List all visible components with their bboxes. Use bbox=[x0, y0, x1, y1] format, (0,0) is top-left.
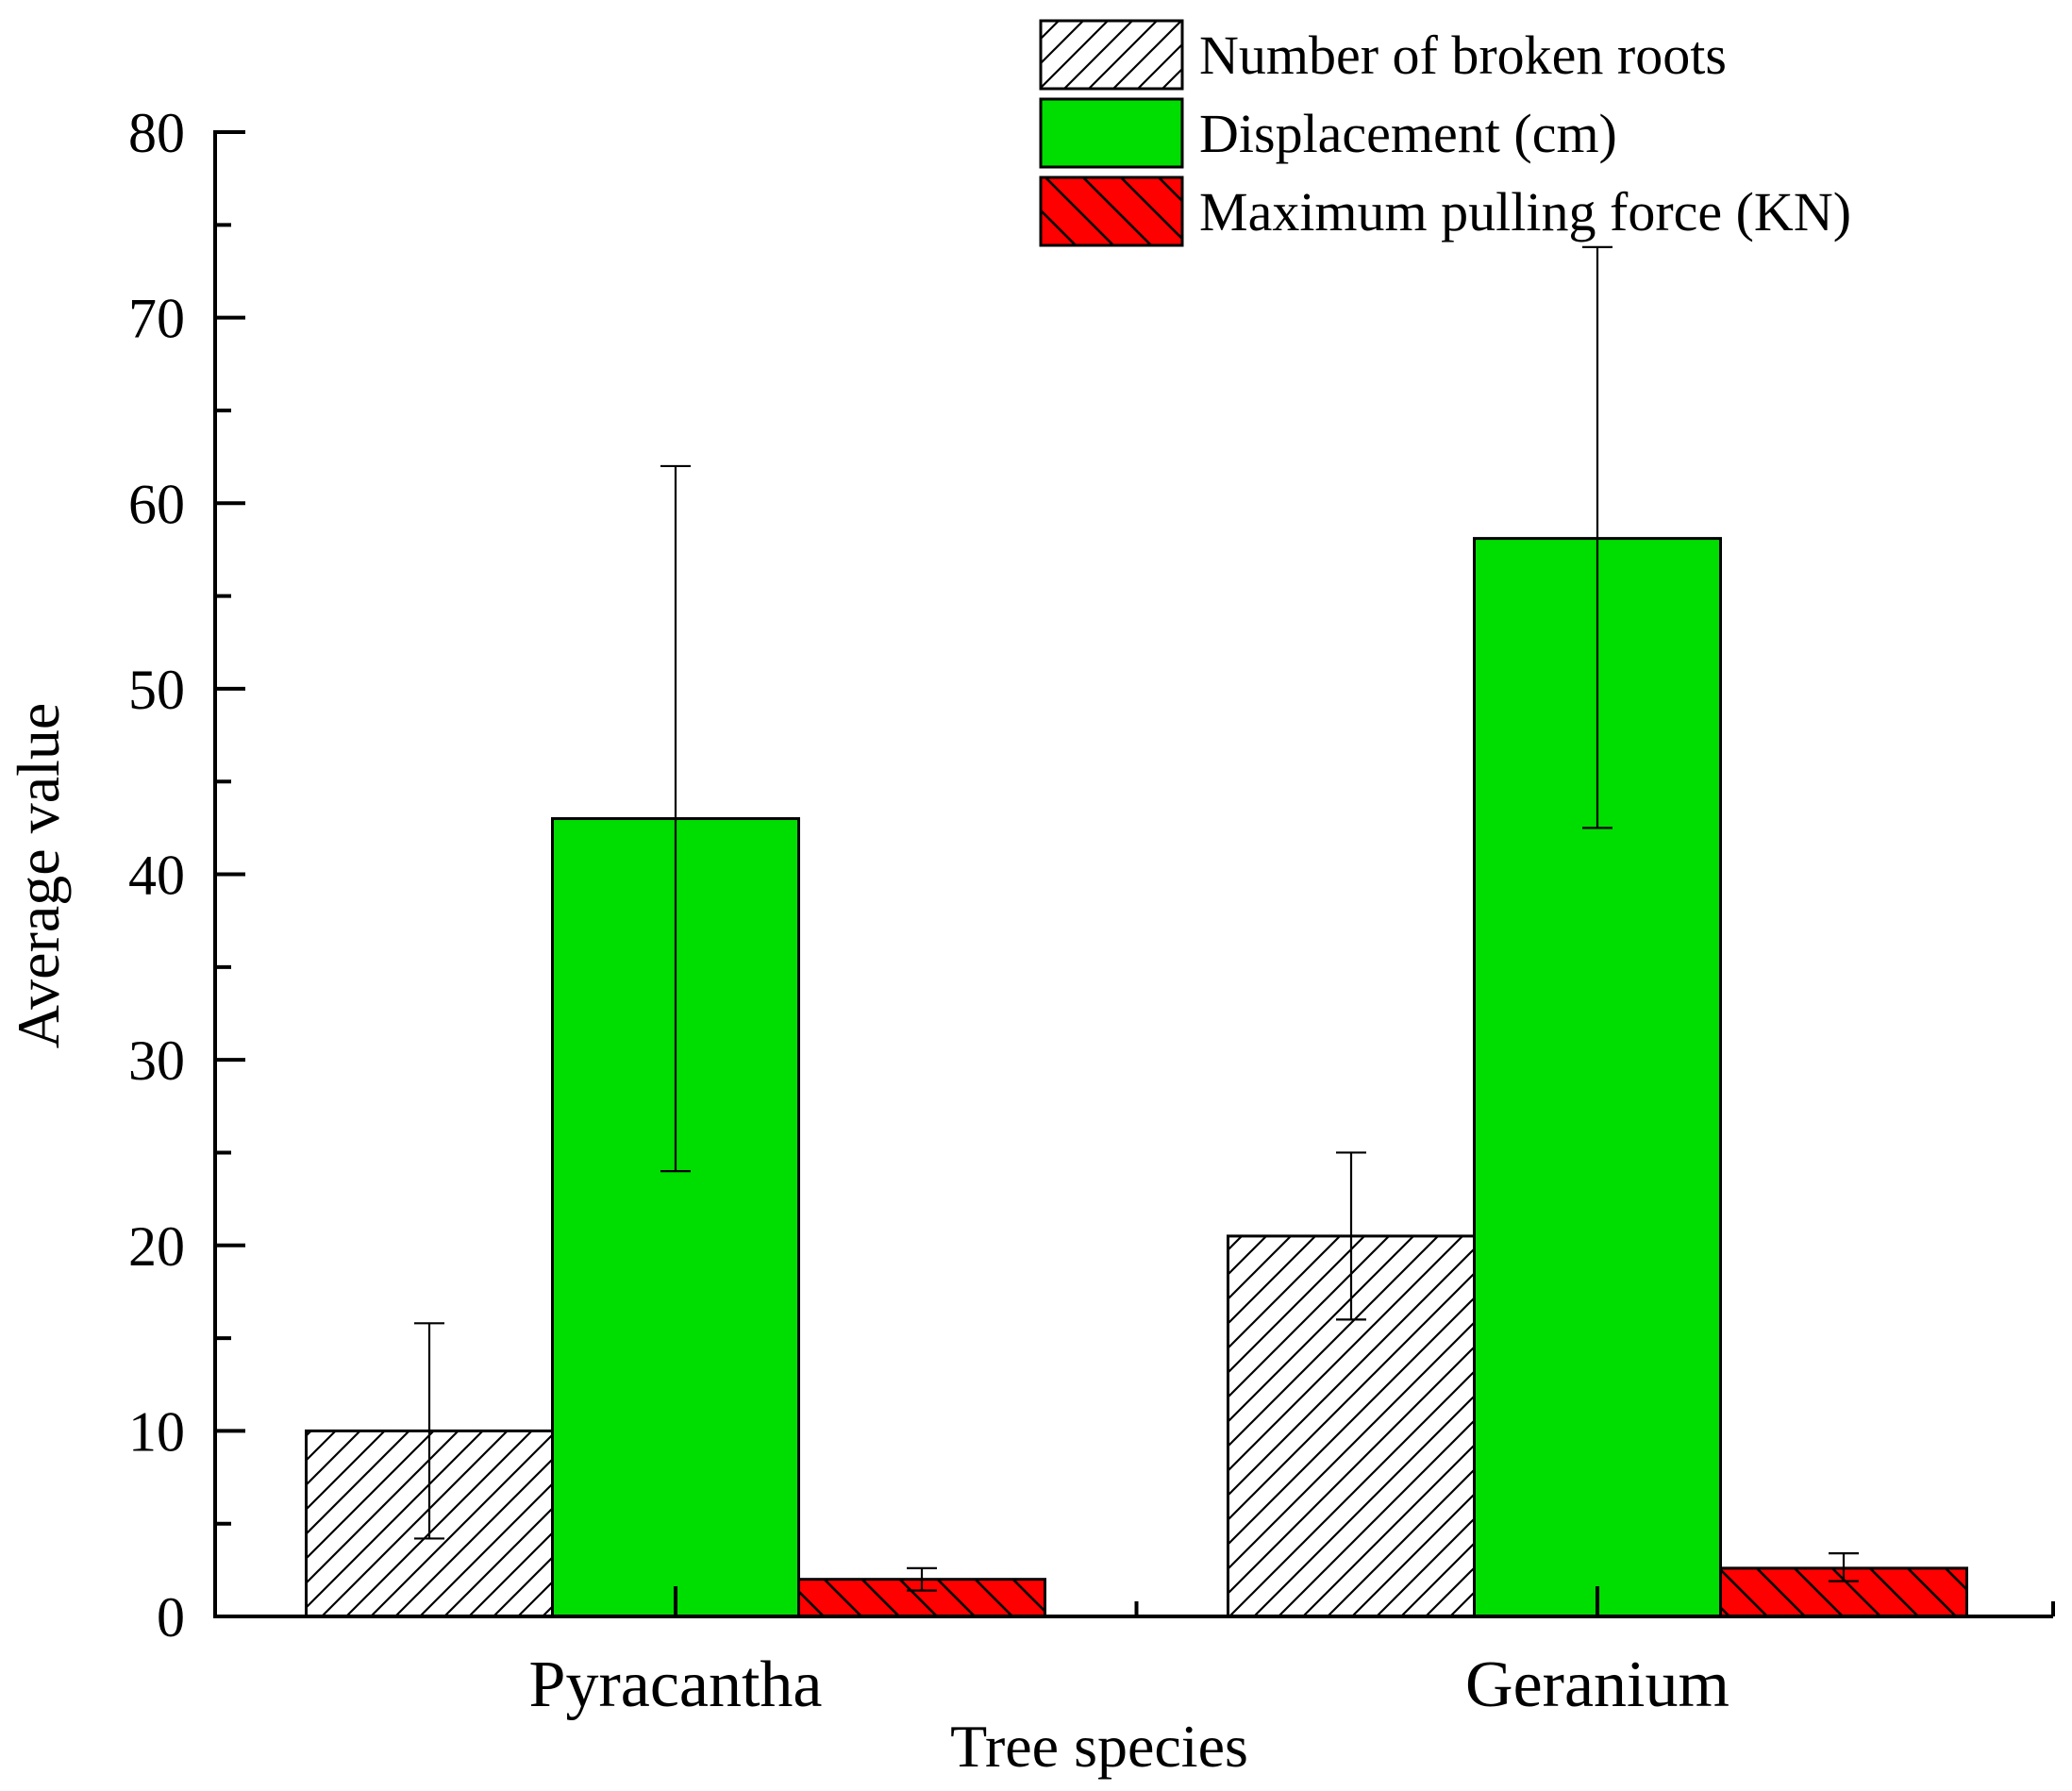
error-bars-layer bbox=[414, 245, 1859, 1592]
y-tick-label: 10 bbox=[128, 1400, 185, 1463]
y-tick-label: 20 bbox=[128, 1215, 185, 1278]
legend: Number of broken roots Displacement (cm) M… bbox=[1039, 19, 1851, 247]
bars-layer bbox=[305, 537, 1968, 1618]
y-tick-label: 60 bbox=[128, 473, 185, 535]
legend-swatch bbox=[1039, 176, 1184, 247]
legend-label: Maximum pulling force (KN) bbox=[1199, 181, 1851, 243]
x-tick-label-geranium: Geranium bbox=[1465, 1649, 1729, 1721]
legend-swatch bbox=[1039, 97, 1184, 169]
y-tick-label: 0 bbox=[157, 1586, 185, 1649]
y-axis-title: Average value bbox=[5, 703, 72, 1049]
axes-layer: 0 10 20 30 40 50 60 70 80 Pyracantha Geranium bbox=[128, 102, 2055, 1721]
y-tick-label: 40 bbox=[128, 845, 185, 907]
legend-swatch bbox=[1039, 19, 1184, 91]
error-bar-number-of-broken-roots-geranium bbox=[1336, 1151, 1366, 1321]
error-bar-number-of-broken-roots-pyracantha bbox=[414, 1322, 444, 1540]
legend-item-number-of-broken-roots: Number of broken roots bbox=[1039, 19, 1727, 91]
error-bar-maximum-pulling-force-kn-pyracantha bbox=[907, 1566, 937, 1592]
legend-item-maximum-pulling-force-kn: Maximum pulling force (KN) bbox=[1039, 176, 1851, 247]
error-bar-displacement-cm-pyracantha bbox=[660, 464, 691, 1173]
legend-item-displacement-cm: Displacement (cm) bbox=[1039, 97, 1617, 169]
error-bar-displacement-cm-geranium bbox=[1582, 245, 1612, 829]
x-tick-label-pyracantha: Pyracantha bbox=[529, 1649, 823, 1721]
error-bar-maximum-pulling-force-kn-geranium bbox=[1829, 1552, 1859, 1582]
y-tick-label: 30 bbox=[128, 1029, 185, 1092]
x-axis-title: Tree species bbox=[950, 1713, 1248, 1780]
legend-label: Number of broken roots bbox=[1199, 25, 1727, 86]
legend-label: Displacement (cm) bbox=[1199, 103, 1617, 164]
y-tick-label: 80 bbox=[128, 102, 185, 164]
y-tick-label: 50 bbox=[128, 659, 185, 721]
y-tick-label: 70 bbox=[128, 288, 185, 350]
